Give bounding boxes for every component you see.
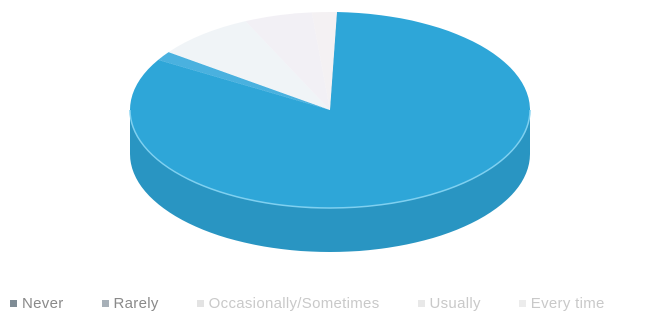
pie-slice-usually <box>245 12 330 111</box>
pie-side-never <box>130 110 530 252</box>
legend-item-usually: Usually <box>417 295 481 312</box>
legend-swatch-every-time <box>518 300 526 307</box>
legend-label-usually: Usually <box>429 295 481 312</box>
legend-swatch-rarely <box>101 300 109 307</box>
legend-swatch-never <box>10 300 17 307</box>
chart-legend: Never Rarely Occasionally/Sometimes Usua… <box>10 295 643 312</box>
legend-item-never: Never <box>10 295 64 312</box>
legend-item-occasionally: Occasionally/Sometimes <box>196 295 380 312</box>
legend-label-never: Never <box>22 295 64 312</box>
pie-slice-rarely <box>158 52 330 110</box>
pie-slice-never <box>129 12 530 208</box>
legend-label-every-time: Every time <box>530 295 605 312</box>
legend-item-rarely: Rarely <box>101 295 159 312</box>
legend-item-every-time: Every time <box>518 295 605 312</box>
pie-rim-highlight <box>129 109 531 209</box>
legend-swatch-occasionally <box>196 300 204 307</box>
pie-slice-occasionally-sometimes <box>168 21 330 110</box>
legend-label-occasionally: Occasionally/Sometimes <box>208 295 380 312</box>
legend-swatch-usually <box>417 300 425 307</box>
legend-label-rarely: Rarely <box>113 295 159 312</box>
pie-slice-every-time <box>311 12 337 111</box>
